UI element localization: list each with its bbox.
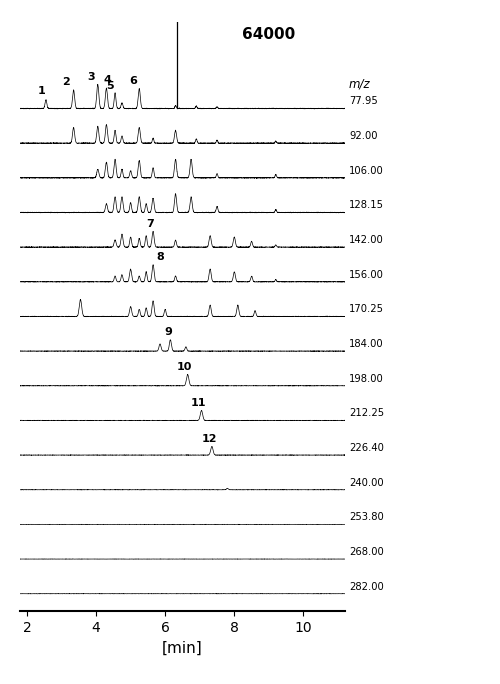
Text: 9: 9 [164,328,172,337]
Text: 6: 6 [129,76,137,86]
Text: 184.00: 184.00 [349,339,384,349]
Text: 128.15: 128.15 [349,200,384,211]
Text: 11: 11 [191,398,206,408]
Text: 142.00: 142.00 [349,235,384,245]
Text: 7: 7 [146,219,154,229]
Text: 12: 12 [202,434,217,444]
Text: 3: 3 [87,72,94,81]
Text: 253.80: 253.80 [349,512,384,523]
Text: 92.00: 92.00 [349,131,378,141]
Text: 4: 4 [104,75,112,86]
Text: 212.25: 212.25 [349,408,384,419]
Text: 106.00: 106.00 [349,166,384,176]
Text: 170.25: 170.25 [349,304,384,315]
Text: 282.00: 282.00 [349,581,384,592]
Text: 156.00: 156.00 [349,269,384,280]
Text: m/z: m/z [349,77,370,90]
Text: 77.95: 77.95 [349,96,378,107]
Text: 64000: 64000 [242,27,296,42]
Text: 10: 10 [176,362,192,372]
Text: 198.00: 198.00 [349,373,384,384]
Text: 2: 2 [62,77,70,88]
Text: 268.00: 268.00 [349,547,384,557]
Text: 8: 8 [156,252,164,262]
X-axis label: [min]: [min] [162,640,203,655]
Text: 240.00: 240.00 [349,477,384,488]
Text: 226.40: 226.40 [349,443,384,453]
Text: 1: 1 [37,86,45,96]
Text: 5: 5 [106,81,114,91]
